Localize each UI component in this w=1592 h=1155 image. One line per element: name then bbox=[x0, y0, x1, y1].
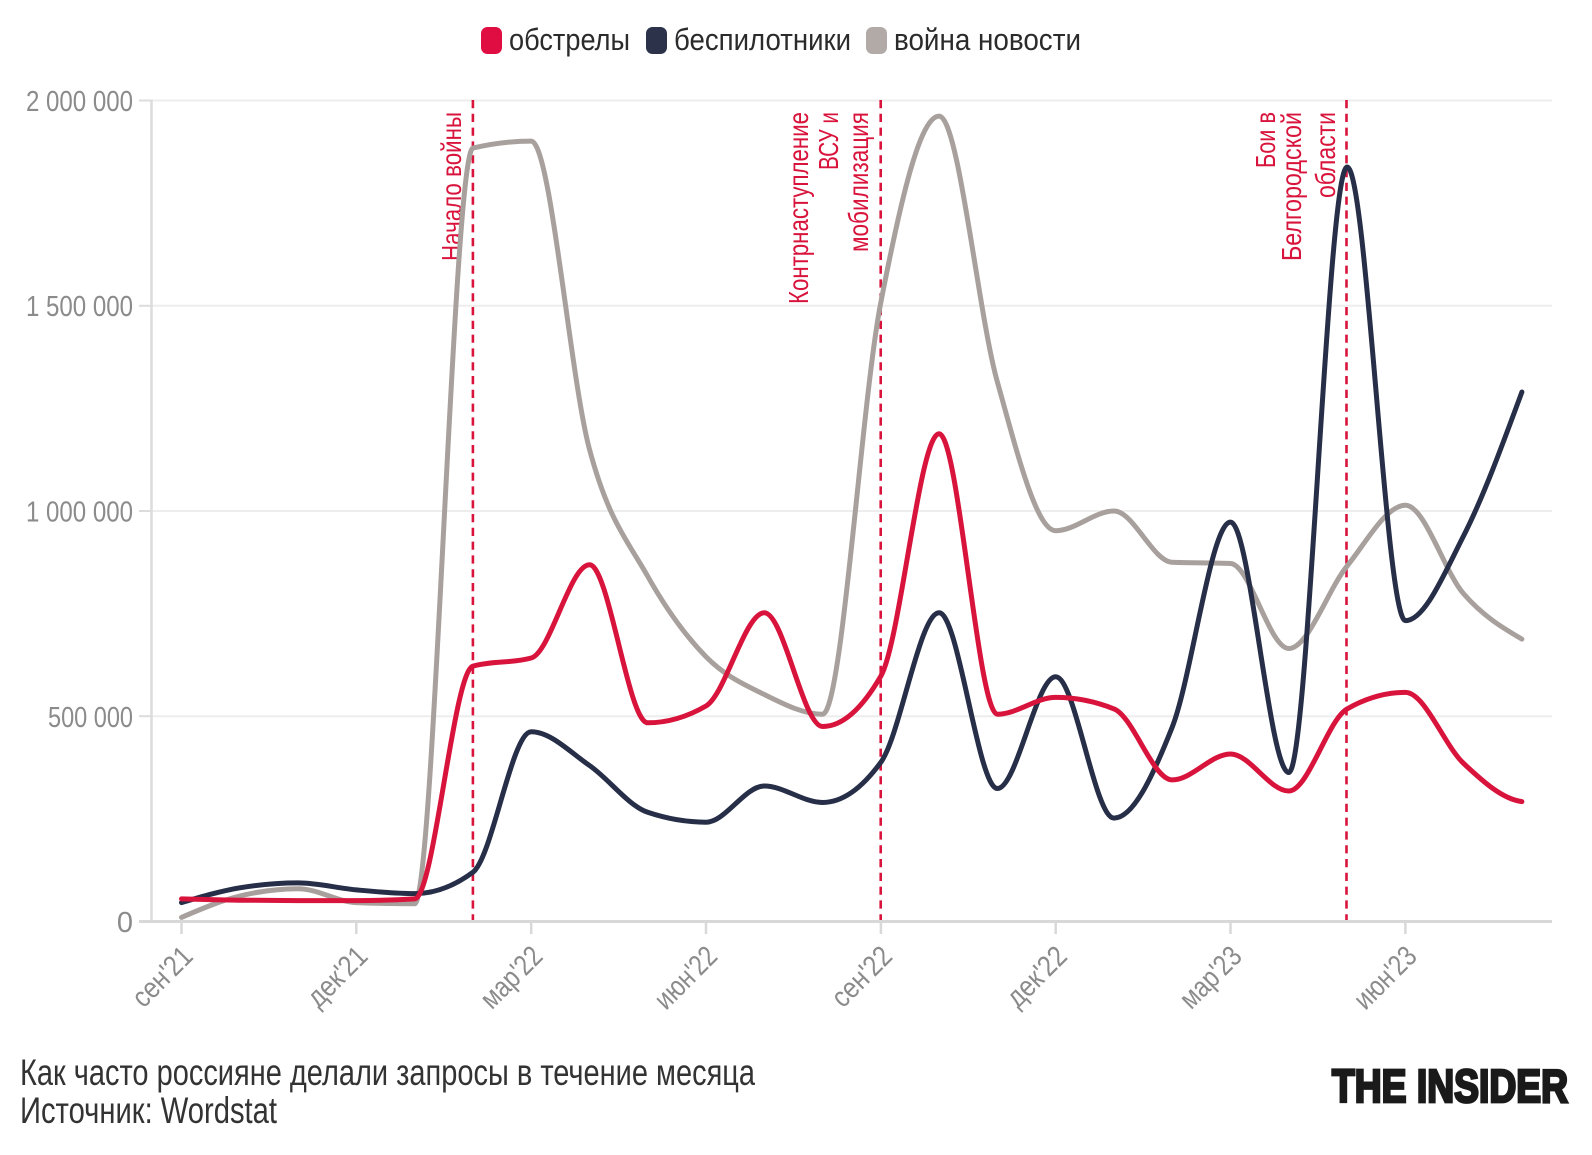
svg-text:1 500 000: 1 500 000 bbox=[26, 291, 133, 323]
svg-text:мобилизация: мобилизация bbox=[843, 112, 874, 252]
svg-text:обстрелы: обстрелы bbox=[509, 22, 630, 57]
svg-text:1 000 000: 1 000 000 bbox=[26, 497, 133, 529]
svg-text:Как часто россияне делали запр: Как часто россияне делали запросы в тече… bbox=[20, 1052, 755, 1093]
svg-text:2 000 000: 2 000 000 bbox=[26, 86, 133, 118]
svg-text:Бои в: Бои в bbox=[1250, 112, 1281, 168]
svg-text:война новости: война новости bbox=[894, 22, 1081, 57]
svg-text:Белгородской: Белгородской bbox=[1276, 112, 1307, 261]
svg-text:Контрнаступление: Контрнаступление bbox=[783, 112, 814, 304]
svg-text:Источник: Wordstat: Источник: Wordstat bbox=[20, 1090, 278, 1131]
svg-text:THE INSIDER: THE INSIDER bbox=[1332, 1060, 1568, 1112]
svg-text:500 000: 500 000 bbox=[48, 702, 133, 734]
svg-text:ВСУ и: ВСУ и bbox=[813, 112, 844, 170]
svg-text:области: области bbox=[1310, 112, 1341, 198]
svg-text:беспилотники: беспилотники bbox=[674, 22, 851, 57]
svg-text:0: 0 bbox=[117, 907, 133, 939]
